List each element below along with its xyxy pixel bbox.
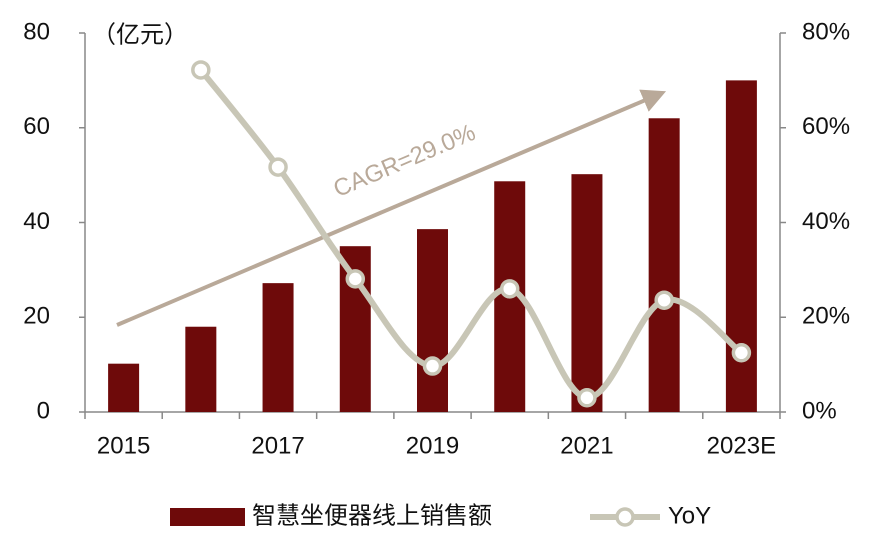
y2-tick-label: 0% — [802, 397, 837, 424]
bar — [185, 326, 217, 412]
line-marker — [731, 343, 752, 363]
annotation: CAGR=29.0% — [330, 119, 480, 203]
y2-tick-label: 60% — [802, 113, 850, 140]
x-tick-label: 2021 — [560, 432, 613, 459]
y-tick-label: 60 — [23, 113, 50, 140]
line-marker — [345, 269, 366, 289]
line-marker — [268, 157, 288, 177]
x-tick-label: 2017 — [251, 432, 304, 459]
line-marker — [654, 290, 674, 310]
line-marker — [191, 60, 211, 80]
bar — [571, 174, 603, 412]
unit-label: （亿元） — [92, 21, 188, 48]
x-tick-label: 2023E — [707, 432, 776, 459]
line-marker — [422, 356, 443, 376]
bar — [417, 229, 448, 412]
x-tick-label: 2019 — [406, 432, 459, 459]
cagr-arrow — [116, 89, 667, 327]
y2-tick-label: 20% — [802, 303, 850, 330]
y2-tick-label: 80% — [802, 18, 850, 45]
legend-label: 智慧坐便器线上销售额 — [252, 502, 492, 529]
line-marker — [499, 279, 520, 299]
y-tick-label: 0 — [37, 397, 50, 424]
x-tick-label: 2015 — [97, 432, 150, 459]
bar — [262, 283, 294, 412]
legend-swatch — [170, 508, 245, 526]
legend-marker — [615, 507, 635, 527]
y2-tick-label: 40% — [802, 208, 850, 235]
y-tick-label: 40 — [23, 208, 50, 235]
y-tick-label: 20 — [23, 303, 50, 330]
y-tick-label: 80 — [23, 18, 50, 45]
line-marker — [577, 388, 597, 408]
line — [198, 68, 744, 401]
legend-label: YoY — [668, 502, 711, 529]
bar — [648, 118, 680, 413]
bar — [108, 363, 140, 412]
